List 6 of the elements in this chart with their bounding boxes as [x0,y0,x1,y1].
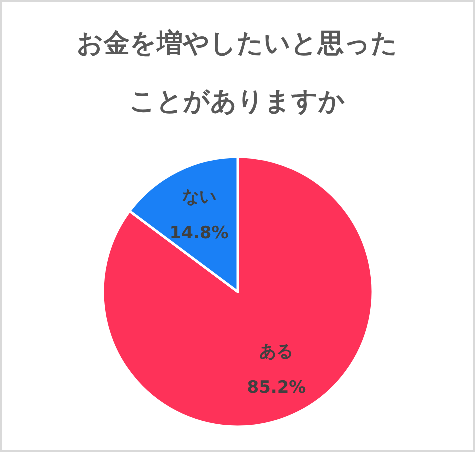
slice-label: ある [260,342,294,362]
pie-slice [102,156,374,428]
chart-title: お金を増やしたいと思ったことがありますか [77,28,398,117]
slice-label: ない [182,188,216,208]
data-label: 14.8% [170,224,229,244]
data-label: 85.2% [247,378,306,398]
